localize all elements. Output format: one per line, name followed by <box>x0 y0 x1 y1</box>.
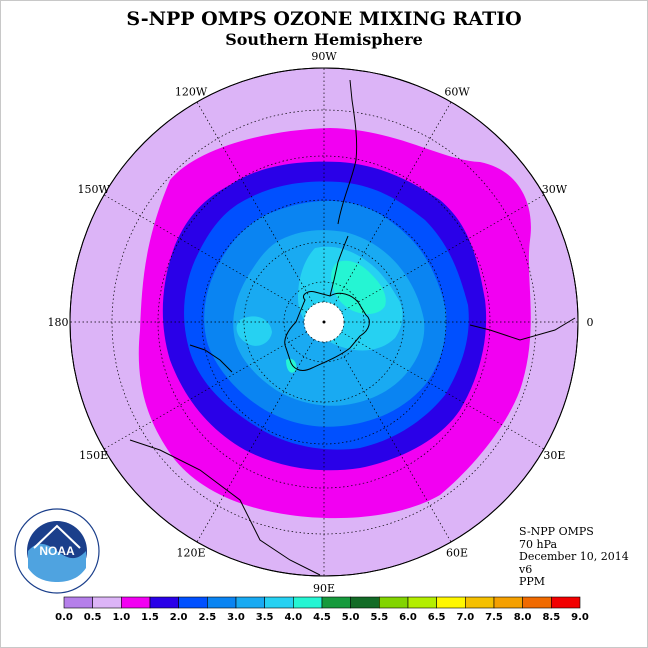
longitude-label: 30W <box>542 183 568 196</box>
meridian-line <box>341 194 545 313</box>
info-date: December 10, 2014 <box>519 550 629 564</box>
meridian-line <box>196 339 315 543</box>
longitude-label: 90W <box>311 50 337 63</box>
longitude-label: 150W <box>77 183 110 196</box>
meridian-line <box>103 331 307 450</box>
noaa-logo: NOAA <box>14 508 100 594</box>
longitude-label: 90E <box>313 582 335 595</box>
longitude-label: 60E <box>446 546 468 559</box>
longitude-label: 120E <box>176 546 205 559</box>
coastline-africa <box>469 317 576 341</box>
logo-text: NOAA <box>39 544 75 558</box>
coastline-south-america <box>337 79 358 225</box>
coastline-peninsula <box>329 235 349 297</box>
longitude-label: 30E <box>543 449 565 462</box>
coastline-australia <box>129 439 321 576</box>
longitude-label: 180 <box>48 316 69 329</box>
chart-title: S-NPP OMPS OZONE MIXING RATIO <box>126 8 522 30</box>
contour-4-0 <box>331 260 386 314</box>
meridian-line <box>333 101 452 305</box>
info-version: v6 <box>519 562 533 576</box>
info-instrument: S-NPP OMPS <box>519 525 594 538</box>
info-level: 70 hPa <box>519 537 558 551</box>
longitude-label: 150E <box>79 449 108 462</box>
meridian-line <box>333 339 452 543</box>
meridian-line <box>341 331 545 450</box>
meridian-line <box>103 194 307 313</box>
chart-subtitle: Southern Hemisphere <box>225 30 423 49</box>
coastline-new-zealand <box>189 344 233 373</box>
longitude-label: 120W <box>175 86 208 99</box>
info-units: PPM <box>519 575 546 589</box>
longitude-label: 60W <box>444 86 470 99</box>
meridian-line <box>196 101 315 305</box>
longitude-label: 0 <box>587 316 594 329</box>
product-info: S-NPP OMPS 70 hPa December 10, 2014 v6 P… <box>519 525 629 589</box>
